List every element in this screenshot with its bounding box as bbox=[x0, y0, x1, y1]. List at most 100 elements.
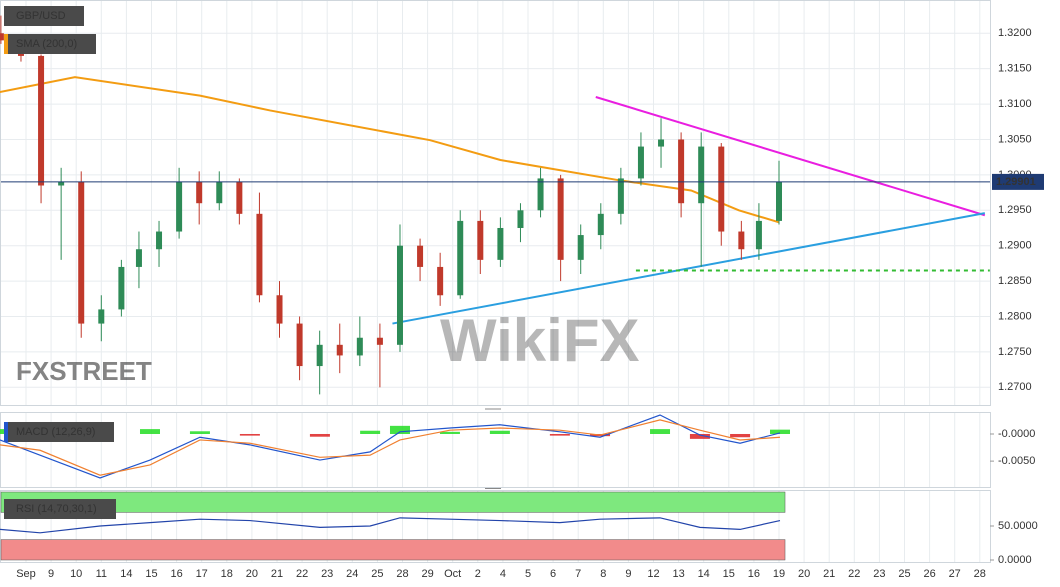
x-tick-label: 6 bbox=[550, 568, 556, 580]
candle-body bbox=[376, 337, 383, 345]
indicator-swatch bbox=[4, 34, 8, 54]
x-tick-label: 15 bbox=[723, 568, 735, 580]
trend-line bbox=[595, 96, 986, 217]
y-tick-label: 1.3100 bbox=[998, 98, 1032, 110]
candle-body bbox=[78, 181, 85, 324]
y-tick-label: 50.0000 bbox=[998, 520, 1038, 532]
histogram-bar bbox=[389, 425, 410, 434]
histogram-bar bbox=[549, 433, 570, 436]
panel-title: RSI (14,70,30,1) bbox=[16, 503, 97, 515]
y-tick-label: 1.2950 bbox=[998, 204, 1032, 216]
histogram-bar bbox=[309, 433, 330, 437]
histogram-bar bbox=[489, 430, 510, 434]
y-tick-label: 1.2750 bbox=[998, 346, 1032, 358]
x-tick-label: 4 bbox=[500, 568, 506, 580]
x-tick-label: 23 bbox=[321, 568, 333, 580]
candle-body bbox=[698, 146, 705, 204]
y-tick-label: 1.2850 bbox=[998, 275, 1032, 287]
chart-title: GBP/USD bbox=[16, 10, 66, 22]
y-tick-label: 1.2900 bbox=[998, 240, 1032, 252]
x-tick-label: 25 bbox=[898, 568, 910, 580]
histogram-bar bbox=[189, 431, 210, 434]
histogram-bar bbox=[770, 429, 791, 434]
y-tick-label: -0.0050 bbox=[998, 455, 1035, 467]
histogram-bar bbox=[239, 433, 260, 436]
candle-body bbox=[537, 178, 544, 211]
last-price-box bbox=[992, 173, 1044, 190]
candle-body bbox=[637, 146, 644, 179]
x-tick-label: 9 bbox=[48, 568, 54, 580]
x-tick-label: 14 bbox=[698, 568, 710, 580]
panel bbox=[0, 0, 991, 406]
x-tick-label: 16 bbox=[170, 568, 182, 580]
candle-body bbox=[135, 249, 142, 267]
candle-body bbox=[577, 235, 584, 260]
title-box bbox=[4, 499, 116, 519]
indicator-swatch bbox=[4, 422, 8, 442]
indicator-label: SMA (200,0) bbox=[16, 38, 77, 50]
x-tick-label: 15 bbox=[145, 568, 157, 580]
x-tick-label: 10 bbox=[70, 568, 82, 580]
histogram-bar bbox=[650, 429, 671, 434]
x-tick-label: 20 bbox=[798, 568, 810, 580]
candle-body bbox=[557, 178, 564, 260]
x-tick-label: 22 bbox=[848, 568, 860, 580]
candle-body bbox=[98, 309, 105, 324]
candle-body bbox=[118, 266, 125, 310]
candle-body bbox=[176, 181, 183, 232]
macd-line bbox=[0, 414, 781, 479]
candle-body bbox=[437, 266, 444, 296]
candle-body bbox=[738, 231, 745, 250]
y-tick-label: 1.2800 bbox=[998, 310, 1032, 322]
x-tick-label: Sep bbox=[16, 568, 36, 580]
x-tick-label: 16 bbox=[748, 568, 760, 580]
x-tick-label: 9 bbox=[625, 568, 631, 580]
rsi-band bbox=[0, 539, 786, 561]
candle-body bbox=[477, 220, 484, 260]
x-tick-label: 24 bbox=[346, 568, 358, 580]
candle-body bbox=[236, 181, 243, 214]
x-tick-label: 23 bbox=[873, 568, 885, 580]
title-box bbox=[4, 422, 114, 442]
x-tick-label: 29 bbox=[421, 568, 433, 580]
panel-title: MACD (12,26,9) bbox=[16, 426, 95, 438]
x-tick-label: 14 bbox=[120, 568, 132, 580]
x-tick-label: 2 bbox=[475, 568, 481, 580]
x-tick-label: 7 bbox=[575, 568, 581, 580]
title-box bbox=[4, 6, 84, 26]
x-tick-label: 8 bbox=[600, 568, 606, 580]
rsi-line bbox=[0, 517, 781, 534]
x-tick-label: 28 bbox=[974, 568, 986, 580]
histogram-bar bbox=[730, 433, 751, 438]
x-tick-label: 28 bbox=[396, 568, 408, 580]
x-tick-label: 26 bbox=[923, 568, 935, 580]
x-tick-label: 5 bbox=[525, 568, 531, 580]
rsi-band bbox=[0, 491, 786, 513]
x-tick-label: 21 bbox=[823, 568, 835, 580]
candle-body bbox=[38, 55, 45, 186]
candle-body bbox=[276, 295, 283, 324]
candle-body bbox=[316, 344, 323, 367]
y-tick-label: 1.3200 bbox=[998, 27, 1032, 39]
candle-body bbox=[0, 33, 4, 41]
y-tick-label: 1.3050 bbox=[998, 133, 1032, 145]
candle-body bbox=[617, 178, 624, 214]
x-tick-label: 25 bbox=[371, 568, 383, 580]
candle-body bbox=[776, 181, 782, 221]
candle-body bbox=[196, 181, 203, 204]
y-tick-label: 1.3150 bbox=[998, 63, 1032, 75]
candle-body bbox=[58, 181, 65, 186]
histogram-bar bbox=[360, 430, 381, 434]
x-tick-label: 11 bbox=[96, 568, 107, 580]
candle-body bbox=[597, 213, 604, 236]
x-tick-label: 27 bbox=[949, 568, 961, 580]
candle-body bbox=[216, 181, 223, 204]
histogram-bar bbox=[439, 431, 460, 434]
macd-line bbox=[0, 419, 781, 476]
candle-body bbox=[517, 210, 524, 228]
trend-line bbox=[392, 212, 986, 325]
histogram-bar bbox=[689, 433, 710, 439]
sma-line bbox=[0, 76, 780, 224]
candle-body bbox=[497, 227, 504, 260]
